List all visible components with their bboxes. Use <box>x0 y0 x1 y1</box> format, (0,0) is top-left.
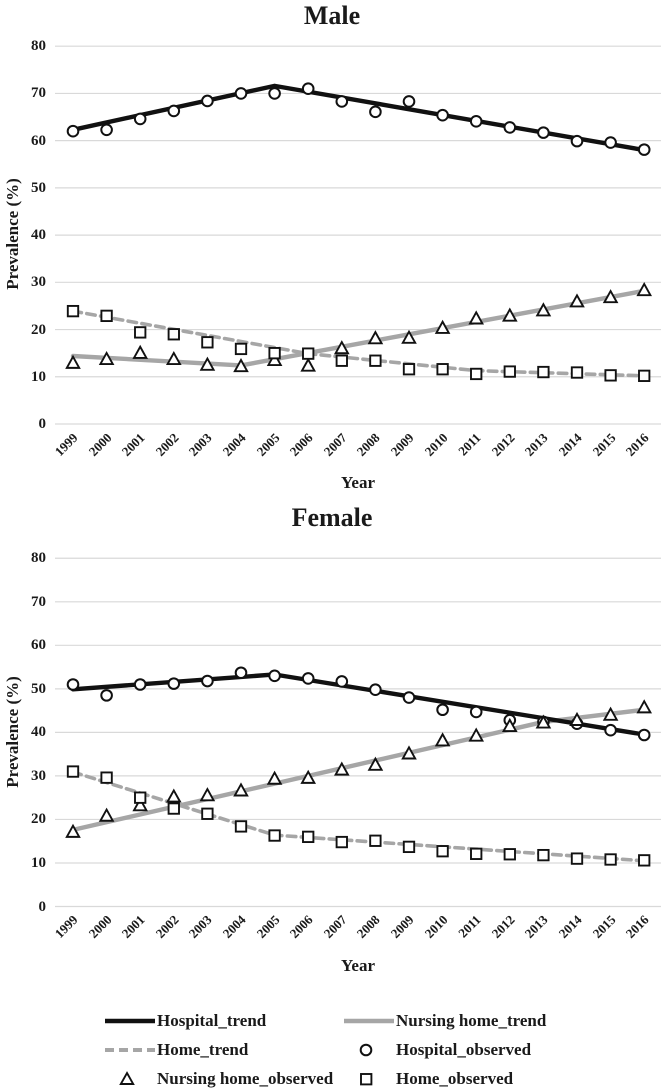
male-x-axis-label: Year <box>341 473 375 492</box>
male-hospital-observed <box>66 82 651 156</box>
male-y-tick-label: 80 <box>31 38 46 55</box>
female-chart-title: Female <box>291 503 373 532</box>
female-y-tick-label: 50 <box>31 680 46 697</box>
female-y-tick-label: 0 <box>38 898 47 915</box>
male-chart-title: Male <box>303 1 361 30</box>
male-home-observed <box>66 304 651 382</box>
female-hospital-observed <box>66 666 651 742</box>
male-y-tick-label: 70 <box>31 85 46 102</box>
female-y-tick-label: 70 <box>31 593 46 610</box>
male-y-tick-label: 30 <box>31 274 46 291</box>
male-y-tick-label: 50 <box>31 179 46 196</box>
male-y-tick-label: 60 <box>31 132 46 149</box>
female-y-tick-label: 60 <box>31 637 46 654</box>
female-y-tick-label: 80 <box>31 550 46 567</box>
female-y-tick-label: 40 <box>31 724 46 741</box>
female-y-tick-label: 10 <box>31 854 46 871</box>
female-y-tick-label: 30 <box>31 767 46 784</box>
female-nursing-home-trend <box>70 707 647 833</box>
male-y-tick-label: 10 <box>31 368 46 385</box>
male-y-tick-label: 0 <box>38 416 47 432</box>
male-nursing-home-observed <box>65 281 653 373</box>
female-home-trend <box>71 770 647 863</box>
male-home-trend <box>71 309 647 378</box>
female-x-axis-label: Year <box>341 956 375 975</box>
female-nursing-home-observed <box>65 699 653 838</box>
female-y-tick-label: 20 <box>31 811 46 828</box>
female-home-observed <box>66 765 651 867</box>
female-hospital-trend <box>70 672 647 737</box>
male-y-tick-label: 40 <box>31 227 46 244</box>
male-y-tick-label: 20 <box>31 321 46 338</box>
